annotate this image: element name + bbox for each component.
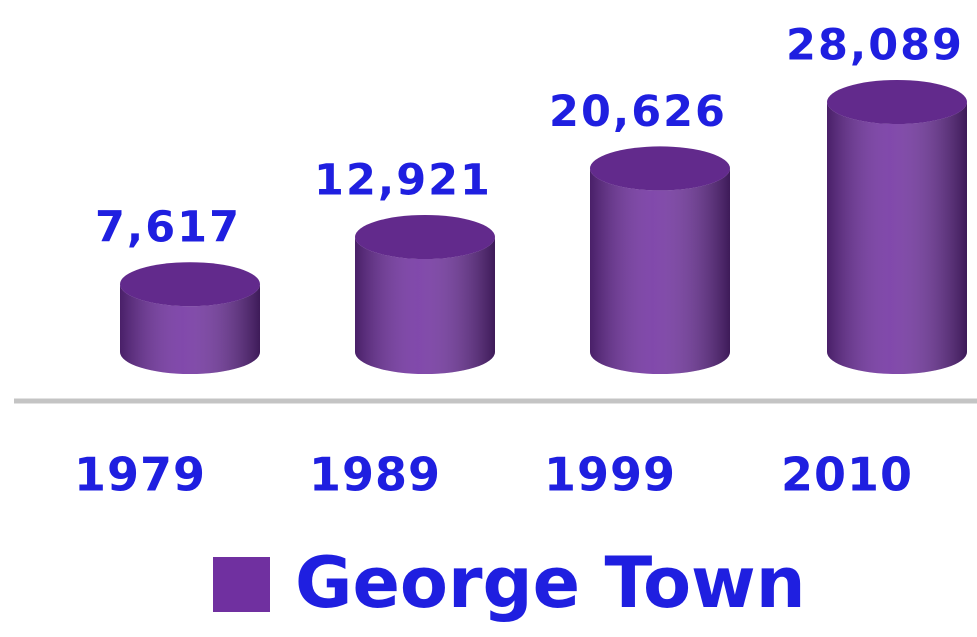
cylinder-top (120, 262, 260, 307)
x-tick-label: 1989 (309, 448, 441, 502)
cylinder (120, 262, 260, 374)
legend-label: George Town (295, 542, 806, 624)
value-label: 7,617 (95, 203, 241, 253)
cylinder-top-shade (590, 146, 730, 191)
x-tick-label: 2010 (781, 448, 913, 502)
cylinder (590, 146, 730, 374)
cylinder-shade (590, 168, 730, 374)
cylinder-top (827, 80, 967, 124)
legend-swatch (213, 557, 270, 612)
cylinder (355, 214, 495, 374)
cylinder-shade (120, 284, 260, 374)
value-label: 20,626 (549, 87, 727, 137)
value-label: 28,089 (786, 21, 964, 71)
cylinder-top-shade (827, 80, 967, 124)
cylinder-top (590, 146, 730, 191)
cylinder-shade (355, 236, 495, 374)
cylinder-top-shade (120, 262, 260, 307)
x-tick-label: 1999 (544, 448, 676, 502)
value-label: 12,921 (314, 155, 492, 205)
cylinder-shade (827, 102, 967, 374)
x-tick-label: 1979 (74, 448, 206, 502)
cylinder (827, 80, 967, 374)
cylinder-top-shade (355, 214, 495, 259)
cylinder-top (355, 214, 495, 259)
